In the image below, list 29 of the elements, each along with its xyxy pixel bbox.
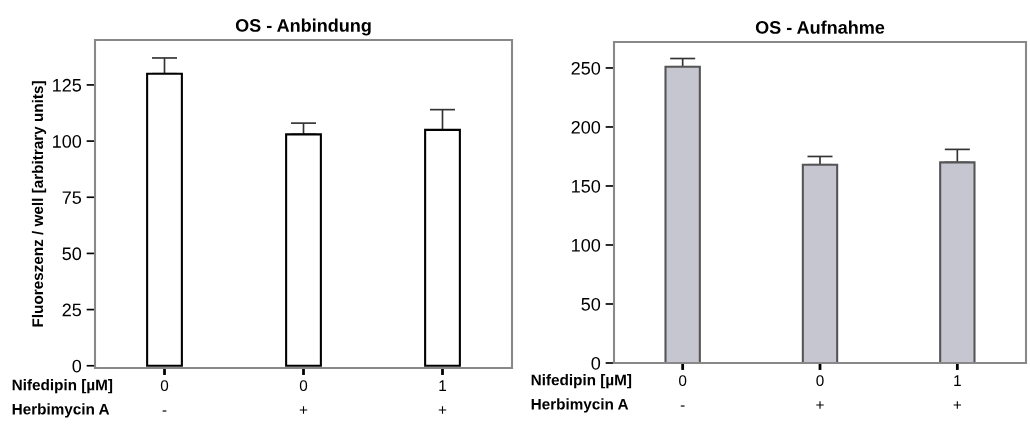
bar [285,133,322,367]
text: Nifedipin [µM] Herbimycin A [12,379,113,418]
y-tick-label: 250 [571,61,601,75]
x-tick-label: 1 + [438,380,447,414]
y-tick-label: 25 [62,303,82,317]
bar [664,65,701,363]
y-tick-label: 100 [572,238,601,252]
y-tick-label: 200 [571,120,601,134]
y-tick-label: 0 [72,359,82,373]
bar [801,163,839,363]
y-tick-label: 125 [53,78,82,92]
category-label: 0 - [679,375,687,407]
chart-title: OS - Aufnahme [755,20,885,34]
y-tick-label: 50 [581,297,601,311]
bar [424,128,461,367]
text: Nifedipin [µM] Herbimycin A [531,374,632,413]
y-tick-label: 0 [591,356,601,370]
bar [146,72,183,367]
bar [939,161,976,363]
y-tick-label: 75 [62,191,82,204]
x-tick-label: 0 + [299,380,308,414]
y-tick-label: 150 [572,179,601,193]
y-tick-label: 100 [53,135,82,148]
chart-title: OS - Anbindung [235,18,371,36]
category-label: 0 - [160,380,169,412]
y-axis-title: Fluoreszenz / well [arbitrary units] [31,81,47,327]
x-tick-label: 1 + [953,375,962,409]
x-tick-label: 0 + [816,375,824,409]
y-tick-label: 50 [62,247,82,261]
